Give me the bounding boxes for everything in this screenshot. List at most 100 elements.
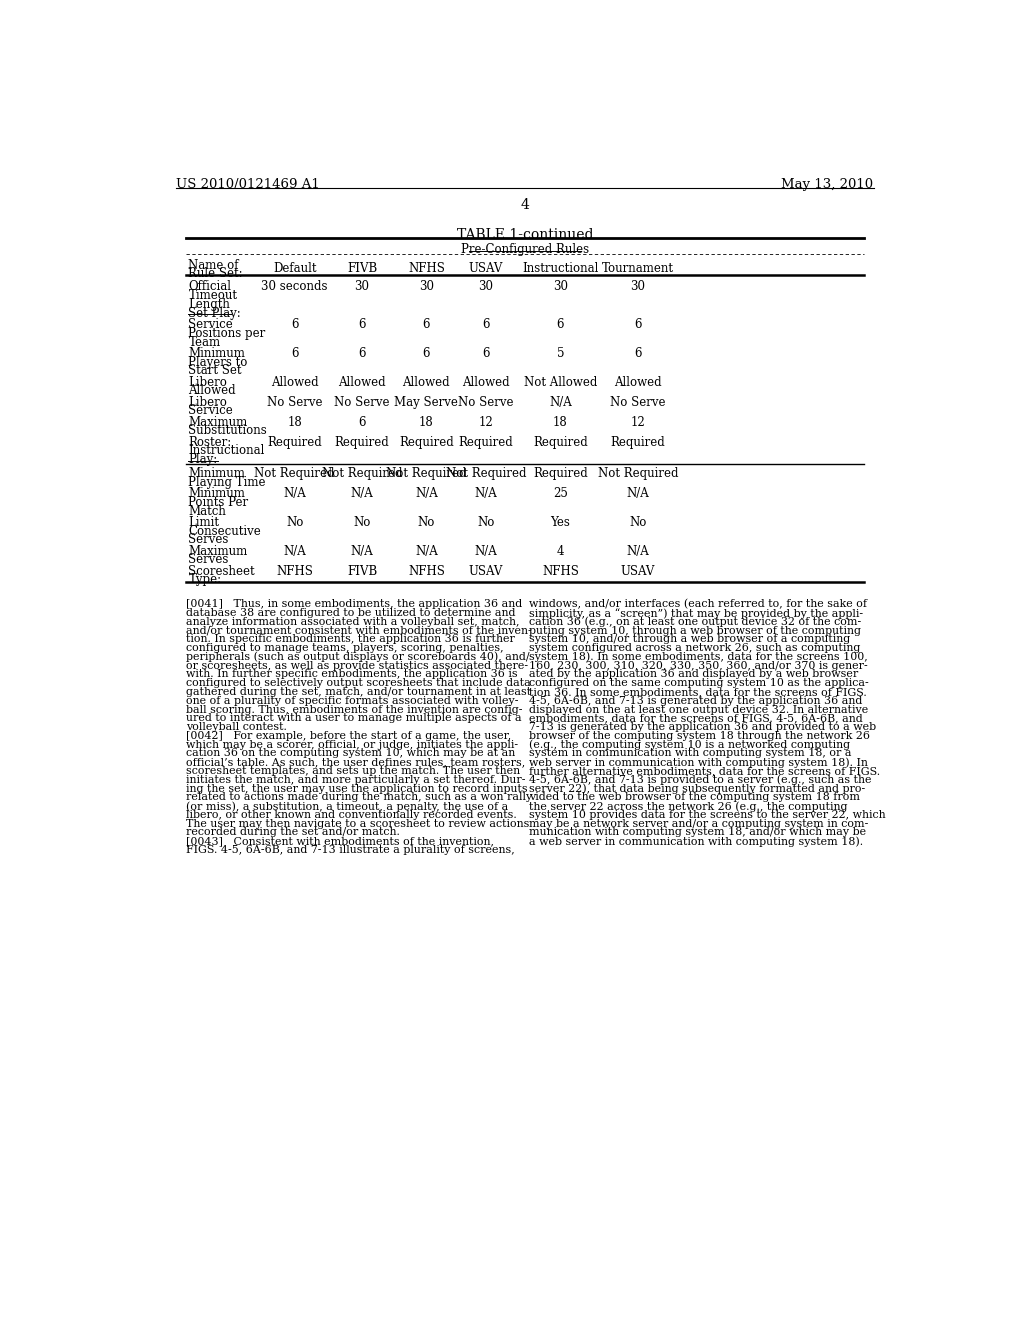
Text: USAV: USAV (469, 263, 503, 276)
Text: server 22), that data being subsequently formatted and pro-: server 22), that data being subsequently… (529, 784, 865, 795)
Text: The user may then navigate to a scoresheet to review actions: The user may then navigate to a scoreshe… (186, 818, 529, 829)
Text: recorded during the set and/or match.: recorded during the set and/or match. (186, 828, 400, 837)
Text: peripherals (such as output displays or scoreboards 40), and/: peripherals (such as output displays or … (186, 652, 529, 663)
Text: Team: Team (188, 335, 220, 348)
Text: Service: Service (188, 404, 233, 417)
Text: tion 36. In some embodiments, data for the screens of FIGS.: tion 36. In some embodiments, data for t… (529, 686, 867, 697)
Text: Consecutive: Consecutive (188, 524, 261, 537)
Text: 6: 6 (482, 347, 489, 359)
Text: Pre-Configured Rules: Pre-Configured Rules (461, 243, 589, 256)
Text: 6: 6 (423, 347, 430, 359)
Text: Not Required: Not Required (598, 467, 678, 479)
Text: US 2010/0121469 A1: US 2010/0121469 A1 (176, 178, 319, 190)
Text: [0041]   Thus, in some embodiments, the application 36 and: [0041] Thus, in some embodiments, the ap… (186, 599, 522, 610)
Text: Not Required: Not Required (254, 467, 335, 479)
Text: Timeout: Timeout (188, 289, 238, 302)
Text: Required: Required (399, 436, 454, 449)
Text: Allowed: Allowed (338, 376, 386, 388)
Text: NFHS: NFHS (542, 565, 579, 578)
Text: 30: 30 (631, 280, 645, 293)
Text: NFHS: NFHS (276, 565, 313, 578)
Text: cation 36 on the computing system 10, which may be at an: cation 36 on the computing system 10, wh… (186, 748, 515, 759)
Text: Serves: Serves (188, 533, 228, 546)
Text: Required: Required (459, 436, 513, 449)
Text: 4-5, 6A-6B, and 7-13 is generated by the application 36 and: 4-5, 6A-6B, and 7-13 is generated by the… (529, 696, 863, 706)
Text: Instructional: Instructional (188, 445, 265, 458)
Text: Name of: Name of (188, 259, 239, 272)
Text: May Serve: May Serve (394, 396, 459, 409)
Text: Minimum: Minimum (188, 347, 246, 359)
Text: ured to interact with a user to manage multiple aspects of a: ured to interact with a user to manage m… (186, 713, 522, 723)
Text: Required: Required (267, 436, 322, 449)
Text: Points Per: Points Per (188, 496, 249, 508)
Text: Yes: Yes (551, 516, 570, 529)
Text: system in communication with computing system 18, or a: system in communication with computing s… (529, 748, 852, 759)
Text: browser of the computing system 18 through the network 26: browser of the computing system 18 throu… (529, 731, 870, 741)
Text: FIGS. 4-5, 6A-6B, and 7-13 illustrate a plurality of screens,: FIGS. 4-5, 6A-6B, and 7-13 illustrate a … (186, 845, 515, 855)
Text: 7-13 is generated by the application 36 and provided to a web: 7-13 is generated by the application 36 … (529, 722, 877, 733)
Text: [0042]   For example, before the start of a game, the user,: [0042] For example, before the start of … (186, 731, 511, 741)
Text: gathered during the set, match, and/or tournament in at least: gathered during the set, match, and/or t… (186, 686, 531, 697)
Text: TABLE 1-continued: TABLE 1-continued (457, 227, 593, 242)
Text: No Serve: No Serve (267, 396, 323, 409)
Text: 12: 12 (631, 416, 645, 429)
Text: 30: 30 (553, 280, 568, 293)
Text: 30: 30 (419, 280, 434, 293)
Text: Positions per: Positions per (188, 326, 265, 339)
Text: 4: 4 (557, 545, 564, 557)
Text: (or miss), a substitution, a timeout, a penalty, the use of a: (or miss), a substitution, a timeout, a … (186, 801, 508, 812)
Text: configured on the same computing system 10 as the applica-: configured on the same computing system … (529, 678, 869, 688)
Text: tion. In specific embodiments, the application 36 is further: tion. In specific embodiments, the appli… (186, 635, 515, 644)
Text: N/A: N/A (284, 545, 306, 557)
Text: vided to the web browser of the computing system 18 from: vided to the web browser of the computin… (529, 792, 860, 803)
Text: simplicity, as a “screen”) that may be provided by the appli-: simplicity, as a “screen”) that may be p… (529, 609, 863, 619)
Text: 18: 18 (288, 416, 302, 429)
Text: Set Play:: Set Play: (188, 306, 242, 319)
Text: 4-5, 6A-6B, and 7-13 is provided to a server (e.g., such as the: 4-5, 6A-6B, and 7-13 is provided to a se… (529, 775, 872, 785)
Text: Required: Required (534, 467, 588, 479)
Text: 30: 30 (354, 280, 370, 293)
Text: displayed on the at least one output device 32. In alternative: displayed on the at least one output dev… (529, 705, 868, 714)
Text: 6: 6 (358, 318, 366, 331)
Text: 12: 12 (478, 416, 494, 429)
Text: 6: 6 (423, 318, 430, 331)
Text: Allowed: Allowed (402, 376, 451, 388)
Text: 6: 6 (358, 347, 366, 359)
Text: Not Required: Not Required (322, 467, 402, 479)
Text: 18: 18 (419, 416, 434, 429)
Text: Serves: Serves (188, 553, 228, 566)
Text: Required: Required (534, 436, 588, 449)
Text: Allowed: Allowed (270, 376, 318, 388)
Text: N/A: N/A (415, 487, 437, 500)
Text: a web server in communication with computing system 18).: a web server in communication with compu… (529, 837, 863, 847)
Text: windows, and/or interfaces (each referred to, for the sake of: windows, and/or interfaces (each referre… (529, 599, 867, 610)
Text: volleyball contest.: volleyball contest. (186, 722, 287, 733)
Text: Libero: Libero (188, 396, 227, 409)
Text: ball scoring. Thus, embodiments of the invention are config-: ball scoring. Thus, embodiments of the i… (186, 705, 522, 714)
Text: one of a plurality of specific formats associated with volley-: one of a plurality of specific formats a… (186, 696, 518, 706)
Text: Start Set: Start Set (188, 364, 242, 378)
Text: with. In further specific embodiments, the application 36 is: with. In further specific embodiments, t… (186, 669, 518, 680)
Text: No Serve: No Serve (334, 396, 390, 409)
Text: 5: 5 (557, 347, 564, 359)
Text: 30 seconds: 30 seconds (261, 280, 328, 293)
Text: 4: 4 (520, 198, 529, 213)
Text: 6: 6 (358, 416, 366, 429)
Text: Maximum: Maximum (188, 416, 248, 429)
Text: Not Allowed: Not Allowed (523, 376, 597, 388)
Text: N/A: N/A (350, 487, 374, 500)
Text: Match: Match (188, 504, 226, 517)
Text: N/A: N/A (549, 396, 571, 409)
Text: Instructional: Instructional (522, 263, 599, 276)
Text: Official: Official (188, 280, 231, 293)
Text: which may be a scorer, official, or judge, initiates the appli-: which may be a scorer, official, or judg… (186, 739, 518, 750)
Text: Limit: Limit (188, 516, 219, 529)
Text: N/A: N/A (627, 487, 649, 500)
Text: Service: Service (188, 318, 233, 331)
Text: 18: 18 (553, 416, 568, 429)
Text: 6: 6 (557, 318, 564, 331)
Text: USAV: USAV (621, 565, 655, 578)
Text: Tournament: Tournament (602, 263, 674, 276)
Text: official’s table. As such, the user defines rules, team rosters,: official’s table. As such, the user defi… (186, 758, 525, 767)
Text: Required: Required (335, 436, 389, 449)
